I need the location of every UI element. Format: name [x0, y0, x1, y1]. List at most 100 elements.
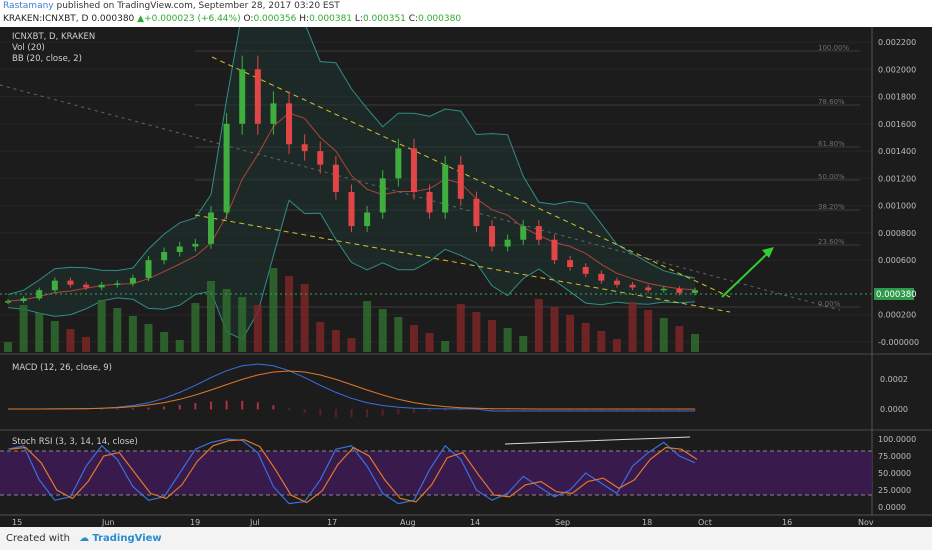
candle-body: [629, 284, 636, 288]
price-axis: 0.002200 0.002000 0.001800 0.001600 0.001400…: [878, 38, 919, 347]
time-axis: 15 Jun 19 Jul 17 Aug 14 Sep 18 Oct 16 Nov: [12, 518, 874, 527]
macd-hist-bar: [537, 409, 540, 411]
candle-body: [286, 103, 293, 145]
macd-hist-bar: [397, 409, 400, 415]
candle-body: [364, 212, 371, 227]
macd-hist-bar: [553, 409, 556, 411]
macd-hist-bar: [194, 403, 197, 410]
bollinger-upper-line: [7, 0, 696, 295]
volume-bar: [253, 305, 262, 352]
macd-hist-bar: [209, 401, 212, 410]
volume-bar: [331, 330, 340, 352]
macd-hist-bar: [615, 409, 618, 411]
volume-bar: [175, 340, 184, 352]
stoch-k-line: [7, 438, 696, 505]
volume-bars: [4, 268, 699, 352]
stoch-tick-label: 25.0000: [878, 486, 911, 495]
stoch-divergence-line[interactable]: [504, 436, 691, 445]
candle-body: [270, 103, 277, 124]
time-tick-label: 14: [470, 518, 480, 527]
macd-hist-bar: [147, 407, 150, 410]
volume-bar: [441, 341, 450, 352]
candle-body: [145, 260, 152, 278]
macd-signal-line: [8, 370, 695, 410]
open-value: 0.000356: [253, 14, 297, 24]
macd-hist-bar: [163, 406, 166, 410]
macd-hist-bar: [350, 409, 353, 418]
fib-level-label: 38.20%: [818, 203, 845, 211]
volume-bar: [628, 302, 637, 352]
author-link[interactable]: Rastamany: [3, 1, 54, 11]
volume-bar: [97, 300, 106, 352]
macd-hist-bar: [116, 408, 119, 410]
macd-hist-bar: [241, 400, 244, 410]
price-tick-label: 0.001400: [878, 147, 916, 156]
volume-bar: [4, 342, 12, 352]
price-tick-label: 0.000600: [878, 256, 916, 265]
candle-body: [582, 267, 589, 274]
macd-hist-bar: [662, 409, 665, 411]
forecast-arrow-icon[interactable]: [721, 247, 774, 298]
volume-bar: [269, 268, 278, 352]
symbol-header: KRAKEN:ICNXBT, D 0.000380 ▲+0.000023 (+6…: [0, 13, 932, 26]
macd-hist-bar: [381, 409, 384, 416]
price-tick-label: 0.000200: [878, 311, 916, 320]
macd-hist-bar: [131, 408, 134, 410]
macd-hist-bar: [444, 409, 447, 411]
volume-bar: [113, 308, 122, 352]
volume-bar: [285, 276, 294, 352]
volume-bar: [534, 299, 543, 352]
volume-bar: [503, 328, 512, 352]
volume-bar: [238, 297, 247, 352]
volume-bar: [675, 326, 684, 352]
time-tick-label: Nov: [858, 518, 874, 527]
price-tick-label: 0.002000: [878, 65, 916, 74]
last-price-tag: [874, 288, 914, 300]
candle-body: [36, 290, 43, 299]
up-arrow-icon: ▲: [137, 14, 145, 24]
macd-hist-bar: [694, 409, 696, 411]
macd-histogram: [7, 400, 696, 418]
symbol-line: KRAKEN:ICNXBT, D: [3, 14, 89, 24]
volume-bar: [612, 339, 621, 352]
price-tick-label: 0.001200: [878, 174, 916, 183]
price-tick-label: 0.001600: [878, 120, 916, 129]
chart-area[interactable]: 100.00% 78.60% 61.80% 50.00% 38.20% 23.60% 0.0…: [0, 0, 932, 527]
macd-axis: 0.0002 0.0000: [880, 375, 908, 414]
volume-bar: [644, 310, 653, 352]
fib-level-label: 61.80%: [818, 140, 845, 148]
candle-body: [254, 69, 261, 124]
symbol-legend: ICNXBT, D, KRAKEN: [12, 32, 95, 42]
macd-hist-bar: [459, 409, 462, 411]
volume-bar: [144, 324, 153, 352]
macd-hist-bar: [319, 409, 322, 416]
macd-tick-label: 0.0000: [880, 405, 908, 414]
close-value: 0.000380: [418, 14, 462, 24]
candle-body: [207, 212, 214, 244]
candle-body: [223, 123, 230, 213]
last-price: 0.000380: [91, 14, 135, 24]
macd-line: [8, 363, 695, 412]
candle-body: [317, 151, 324, 165]
stoch-tick-label: 75.0000: [878, 452, 911, 461]
candle-body: [5, 301, 11, 303]
stoch-tick-label: 50.0000: [878, 469, 911, 478]
candle-body: [473, 198, 480, 227]
trendline-lower[interactable]: [194, 214, 731, 313]
stoch-axis: 100.0000 75.0000 50.0000 25.0000 0.0000: [878, 435, 916, 512]
fib-level-label: 50.00%: [818, 173, 845, 181]
volume-bar: [316, 322, 325, 352]
stoch-band-fill: [0, 451, 872, 495]
tradingview-brand[interactable]: TradingView: [92, 533, 162, 544]
macd-hist-bar: [569, 409, 572, 411]
candle-body: [489, 226, 496, 247]
bollinger-lower-line: [7, 199, 696, 340]
candle-body: [348, 192, 355, 227]
trendline-long-dotted[interactable]: [0, 84, 841, 311]
bb-legend: BB (20, close, 2): [12, 54, 82, 64]
price-tick-label: -0.000000: [878, 338, 919, 347]
candle-body: [551, 239, 558, 261]
macd-hist-bar: [600, 409, 603, 411]
time-tick-label: Jul: [249, 518, 260, 527]
chart-svg[interactable]: 100.00% 78.60% 61.80% 50.00% 38.20% 23.60% 0.0…: [0, 0, 932, 527]
